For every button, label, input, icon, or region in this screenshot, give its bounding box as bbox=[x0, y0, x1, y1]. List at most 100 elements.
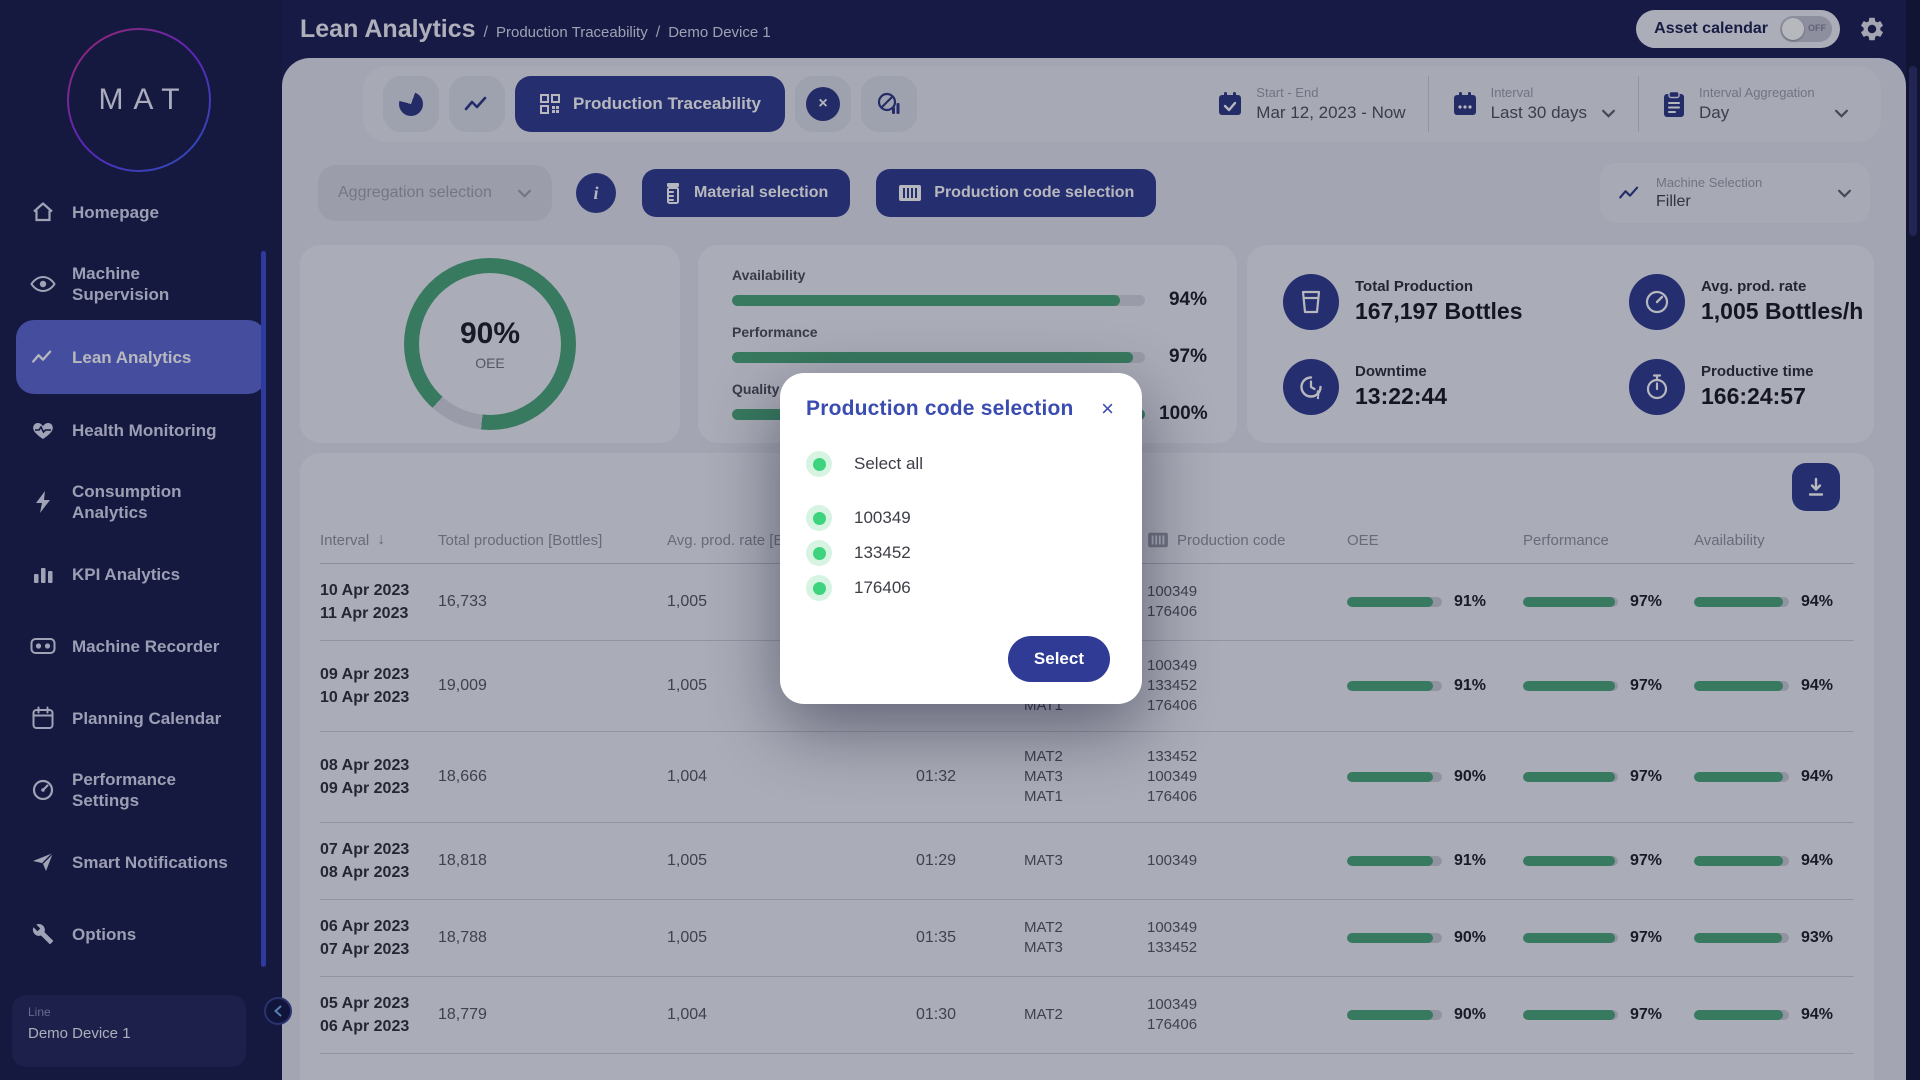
progress-track bbox=[1347, 597, 1442, 607]
checkbox-checked-icon[interactable] bbox=[806, 575, 832, 601]
table-row[interactable]: 06 Apr 2023 07 Apr 2023 18,788 1,005 01:35 MA… bbox=[320, 900, 1854, 977]
device-card[interactable]: Line Demo Device 1 bbox=[12, 995, 246, 1067]
sidebar-item-performance-settings[interactable]: Performance Settings bbox=[0, 754, 282, 826]
aggregation-selection-dropdown[interactable]: Aggregation selection bbox=[318, 165, 552, 221]
interval-aggregation-control[interactable]: Interval Aggregation Day bbox=[1638, 76, 1871, 132]
interval-value: Last 30 days bbox=[1490, 103, 1587, 122]
date-range-control[interactable]: Start - End Mar 12, 2023 - Now bbox=[1194, 76, 1427, 132]
toggle-switch[interactable]: OFF bbox=[1780, 16, 1832, 42]
column-header-total-production-bottles-[interactable]: Total production [Bottles] bbox=[438, 532, 667, 549]
production-code-cell: 100349 133452 176406 bbox=[1147, 657, 1198, 714]
trend-view-button[interactable] bbox=[449, 76, 505, 132]
checkbox-checked-icon[interactable] bbox=[806, 451, 832, 477]
interval-control[interactable]: Interval Last 30 days bbox=[1427, 76, 1638, 132]
metric-downtime: Downtime 13:22:44 bbox=[1283, 358, 1629, 415]
percent-value: 90% bbox=[1454, 1006, 1487, 1023]
close-circle-icon: × bbox=[806, 87, 840, 121]
line-chart-icon bbox=[464, 96, 487, 111]
production-code-option-100349[interactable]: 100349 bbox=[806, 505, 1116, 531]
table-row[interactable]: 08 Apr 2023 09 Apr 2023 18,666 1,004 01:32 MA… bbox=[320, 732, 1854, 823]
pie-chart-icon bbox=[399, 92, 423, 116]
progress-fill bbox=[732, 294, 1121, 306]
avg-rate-cell: 1,005 bbox=[667, 593, 708, 610]
sidebar-nav: Homepage Machine Supervision Lean Analytic… bbox=[0, 176, 282, 970]
sidebar-item-options[interactable]: Options bbox=[0, 898, 282, 970]
machine-selection-label: Machine Selection bbox=[1656, 175, 1763, 190]
checkbox-checked-icon[interactable] bbox=[806, 505, 832, 531]
checkbox-checked-icon[interactable] bbox=[806, 540, 832, 566]
sidebar-item-consumption-analytics[interactable]: Consumption Analytics bbox=[0, 466, 282, 538]
production-code-option-133452[interactable]: 133452 bbox=[806, 540, 1116, 566]
column-header-availability[interactable]: Availability bbox=[1694, 532, 1860, 549]
percent-value: 97% bbox=[1630, 852, 1663, 869]
asset-calendar-toggle[interactable]: Asset calendar OFF bbox=[1636, 10, 1840, 48]
production-code-cell: 100349 176406 bbox=[1147, 996, 1198, 1033]
avg-rate-cell: 1,004 bbox=[667, 1006, 708, 1023]
metric-avg-prod-rate: Avg. prod. rate 1,005 Bottles/h bbox=[1629, 273, 1874, 330]
production-code-selection-button[interactable]: Production code selection bbox=[876, 169, 1157, 217]
sidebar-item-smart-notifications[interactable]: Smart Notifications bbox=[0, 826, 282, 898]
production-code-option-176406[interactable]: 176406 bbox=[806, 575, 1116, 601]
filters-row: Aggregation selection i Material selecti… bbox=[318, 162, 1870, 224]
material-selection-button[interactable]: Material selection bbox=[642, 169, 851, 217]
modal-close-button[interactable]: × bbox=[1099, 398, 1116, 420]
column-header-oee[interactable]: OEE bbox=[1347, 532, 1523, 549]
info-button[interactable]: i bbox=[576, 173, 616, 213]
progress-track bbox=[1694, 597, 1789, 607]
sidebar-item-kpi-analytics[interactable]: KPI Analytics bbox=[0, 538, 282, 610]
modal-select-button[interactable]: Select bbox=[1007, 636, 1110, 682]
settings-gear-icon[interactable] bbox=[1858, 15, 1886, 43]
column-header-performance[interactable]: Performance bbox=[1523, 532, 1694, 549]
page-scrollbar-thumb[interactable] bbox=[1909, 66, 1917, 236]
time-controls: Start - End Mar 12, 2023 - Now Interval … bbox=[1194, 66, 1871, 142]
metric-productive-time: Productive time 166:24:57 bbox=[1629, 358, 1874, 415]
column-header-production-code[interactable]: Production code bbox=[1147, 531, 1347, 549]
availability-cell: 94% bbox=[1694, 852, 1860, 870]
header-actions: Asset calendar OFF bbox=[1636, 10, 1886, 48]
percent-value: 97% bbox=[1630, 1006, 1663, 1023]
sort-desc-icon[interactable]: ↓ bbox=[377, 531, 386, 548]
sidebar-item-machine-recorder[interactable]: Machine Recorder bbox=[0, 610, 282, 682]
table-row[interactable]: 05 Apr 2023 06 Apr 2023 18,779 1,004 01:30 MA… bbox=[320, 977, 1854, 1054]
column-header-interval[interactable]: Interval ↓ bbox=[320, 531, 438, 549]
material-cell: MAT2 MAT3 MAT1 bbox=[1024, 748, 1063, 805]
sidebar-item-label: Planning Calendar bbox=[72, 708, 222, 728]
sidebar-item-machine-supervision[interactable]: Machine Supervision bbox=[0, 248, 282, 320]
send-icon bbox=[30, 849, 56, 875]
page-title: Lean Analytics bbox=[300, 14, 476, 43]
kpi-bar-value: 94% bbox=[1168, 289, 1207, 310]
material-selection-label: Material selection bbox=[694, 184, 829, 201]
sidebar-item-label: KPI Analytics bbox=[72, 564, 181, 584]
kpi-bar-label: Performance bbox=[732, 324, 818, 340]
progress-fill bbox=[1347, 933, 1433, 943]
sidebar: MAT Homepage Machine Supervision Lean Anal… bbox=[0, 0, 292, 1080]
date-range-label: Start - End bbox=[1256, 85, 1319, 100]
pie-view-button[interactable] bbox=[383, 76, 439, 132]
tab-production-traceability[interactable]: Production Traceability bbox=[515, 76, 785, 132]
sidebar-item-health-monitoring[interactable]: Health Monitoring bbox=[0, 394, 282, 466]
sidebar-collapse-button[interactable] bbox=[264, 997, 292, 1025]
chevron-down-icon bbox=[1602, 109, 1615, 118]
select-all-option[interactable]: Select all bbox=[806, 451, 1116, 477]
tab-label: Production Traceability bbox=[573, 94, 761, 113]
sidebar-item-homepage[interactable]: Homepage bbox=[0, 176, 282, 248]
performance-cell: 97% bbox=[1523, 929, 1694, 947]
download-button[interactable] bbox=[1792, 463, 1840, 511]
metric-total-production: Total Production 167,197 Bottles bbox=[1283, 273, 1629, 330]
metric-value: 167,197 Bottles bbox=[1355, 298, 1523, 324]
breadcrumb-section[interactable]: Production Traceability bbox=[495, 23, 648, 41]
performance-cell: 97% bbox=[1523, 768, 1694, 786]
sidebar-item-planning-calendar[interactable]: Planning Calendar bbox=[0, 682, 282, 754]
sidebar-item-lean-analytics[interactable]: Lean Analytics bbox=[16, 320, 266, 394]
metric-value: 1,005 Bottles/h bbox=[1701, 298, 1864, 324]
page-scrollbar[interactable] bbox=[1906, 0, 1920, 1080]
oee-card: 90% OEE bbox=[300, 245, 680, 443]
clock-alert-icon bbox=[1283, 358, 1339, 415]
progress-track bbox=[1523, 681, 1618, 691]
sidebar-scrollbar[interactable] bbox=[261, 251, 266, 967]
machine-selection-dropdown[interactable]: Machine Selection Filler bbox=[1600, 163, 1870, 223]
breadcrumb-device[interactable]: Demo Device 1 bbox=[668, 23, 771, 41]
clear-view-button[interactable]: × bbox=[795, 76, 851, 132]
table-row[interactable]: 07 Apr 2023 08 Apr 2023 18,818 1,005 01:29 MA… bbox=[320, 823, 1854, 900]
gauge-report-button[interactable] bbox=[861, 76, 917, 132]
